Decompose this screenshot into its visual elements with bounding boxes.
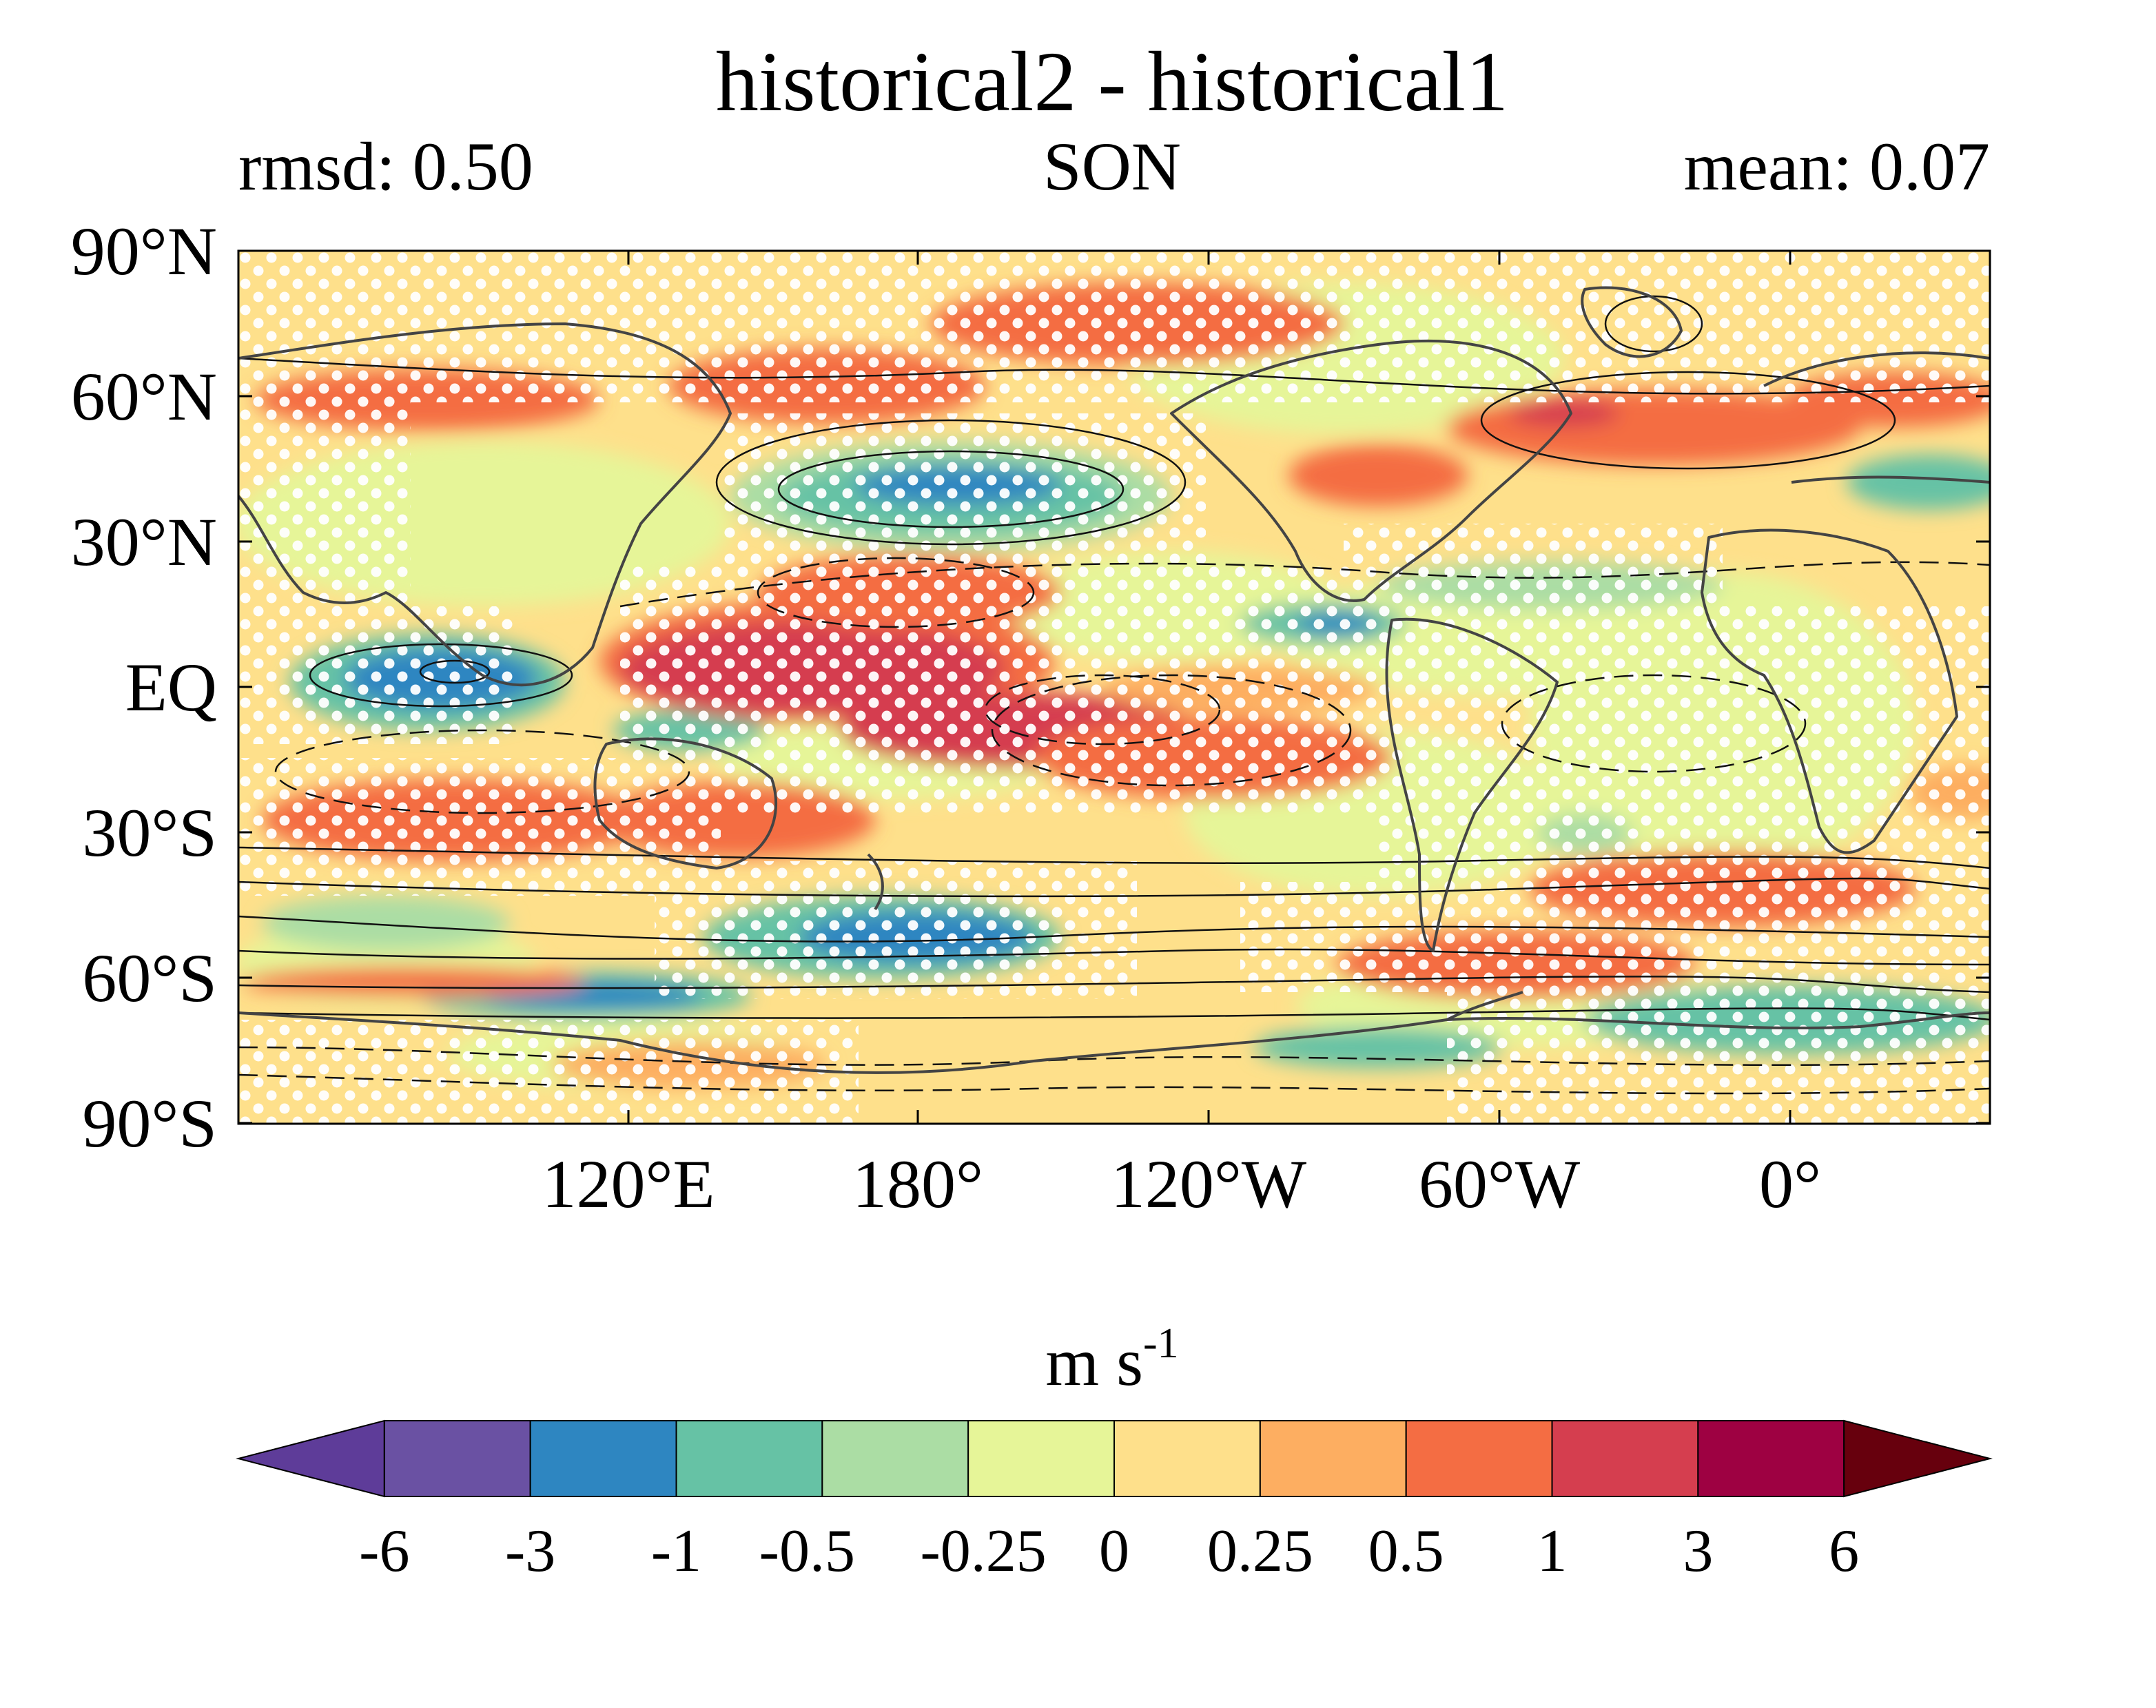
lat-label-90s: 90°S [82, 1085, 217, 1162]
lon-label-60w: 60°W [1419, 1146, 1581, 1222]
colorbar-cell [1697, 1420, 1845, 1497]
rmsd-label: rmsd: 0.50 [238, 128, 533, 205]
colorbar-tick-label: -1 [651, 1518, 701, 1585]
axis-ticks [238, 249, 1990, 1124]
colorbar-cell [1113, 1420, 1261, 1497]
climatology-contours [238, 295, 1990, 1021]
colorbar-extend-min [236, 1419, 385, 1498]
map-field [238, 251, 1990, 1124]
plot-title: historical2 - historical1 [716, 34, 1508, 129]
lon-label-0: 0° [1759, 1146, 1821, 1222]
stippling [238, 251, 1990, 1124]
colorbar-cell [383, 1420, 531, 1497]
lon-label-180: 180° [852, 1146, 983, 1222]
lat-label-30n: 30°N [71, 504, 217, 580]
colorbar-tick-label: -6 [359, 1518, 409, 1585]
colorbar-tick-label: 0 [1099, 1518, 1129, 1585]
colorbar-tick-label: -3 [505, 1518, 555, 1585]
colorbar-extend-max [1843, 1419, 1993, 1498]
colorbar-cells [236, 1419, 1993, 1498]
lat-label-eq: EQ [125, 649, 217, 726]
colorbar-tick-label: -0.5 [759, 1518, 855, 1585]
colorbar-cell [821, 1420, 969, 1497]
colorbar-cell [1405, 1420, 1553, 1497]
colorbar-tick-label: 3 [1683, 1518, 1713, 1585]
lat-label-30s: 30°S [82, 794, 217, 871]
lon-label-120e: 120°E [542, 1146, 715, 1222]
lat-label-90n: 90°N [71, 213, 217, 289]
colorbar-cell [529, 1420, 677, 1497]
colorbar-cell [1259, 1420, 1407, 1497]
mean-label: mean: 0.07 [1684, 128, 1990, 205]
colorbar-unit: m s-1 [1045, 1320, 1178, 1400]
colorbar-unit-base: m s [1045, 1324, 1143, 1400]
map-panel: 90°N 60°N 30°N EQ 30°S 60°S 90°S 120°E 1… [71, 213, 1991, 1222]
colorbar-tick-labels: -6 -3 -1 -0.5 -0.25 0 0.25 0.5 1 3 6 [359, 1518, 1859, 1585]
lat-label-60n: 60°N [71, 358, 217, 435]
colorbar-tick-label: -0.25 [921, 1518, 1047, 1585]
coastline-icon [238, 286, 1990, 1074]
colorbar-cell [675, 1420, 823, 1497]
colorbar-tick-label: 0.5 [1368, 1518, 1444, 1585]
longitude-labels: 120°E 180° 120°W 60°W 0° [542, 1146, 1821, 1222]
colorbar-unit-exponent: -1 [1143, 1320, 1179, 1367]
colorbar-cell [967, 1420, 1115, 1497]
colorbar-tick-label: 6 [1829, 1518, 1859, 1585]
lat-label-60s: 60°S [82, 940, 217, 1016]
season-label: SON [1043, 128, 1181, 205]
colorbar-tick-label: 0.25 [1207, 1518, 1313, 1585]
lon-label-120w: 120°W [1111, 1146, 1307, 1222]
latitude-labels: 90°N 60°N 30°N EQ 30°S 60°S 90°S [71, 213, 217, 1162]
colorbar-cell [1551, 1420, 1699, 1497]
negative-contours [238, 557, 1990, 1095]
colorbar: m s-1 -6 -3 -1 -0.5 -0.25 0 0.25 0.5 1 3 6 [236, 1320, 1993, 1585]
colorbar-tick-label: 1 [1537, 1518, 1568, 1585]
